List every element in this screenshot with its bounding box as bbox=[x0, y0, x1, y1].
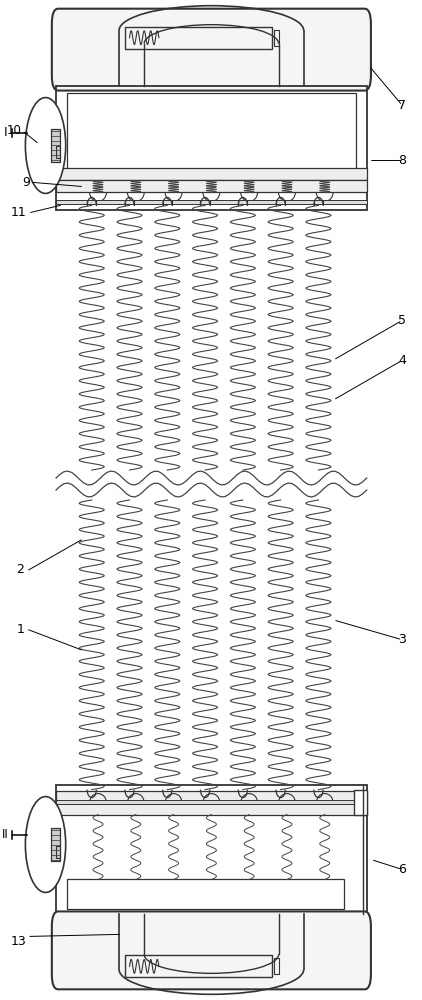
FancyBboxPatch shape bbox=[52, 9, 371, 91]
Bar bbox=[56, 180, 367, 192]
Text: 8: 8 bbox=[398, 154, 406, 167]
Text: 10: 10 bbox=[7, 124, 22, 137]
Bar bbox=[56, 200, 367, 204]
Bar bbox=[56, 846, 60, 858]
Bar bbox=[67, 879, 344, 909]
Text: 1: 1 bbox=[16, 623, 24, 636]
FancyBboxPatch shape bbox=[52, 911, 371, 989]
Bar bbox=[354, 790, 367, 815]
Bar bbox=[125, 955, 272, 977]
Circle shape bbox=[25, 797, 66, 892]
Bar bbox=[51, 129, 60, 162]
Bar bbox=[56, 791, 367, 803]
Text: 9: 9 bbox=[23, 176, 30, 189]
Text: 13: 13 bbox=[11, 935, 26, 948]
Text: 3: 3 bbox=[398, 633, 406, 646]
Circle shape bbox=[25, 98, 66, 193]
Bar bbox=[56, 803, 367, 815]
Text: 4: 4 bbox=[398, 354, 406, 367]
Bar bbox=[273, 958, 279, 974]
Bar bbox=[67, 93, 356, 172]
Bar bbox=[56, 86, 367, 210]
Text: 2: 2 bbox=[16, 563, 24, 576]
Bar bbox=[56, 785, 367, 914]
Bar bbox=[273, 30, 279, 46]
Bar bbox=[56, 800, 367, 804]
Bar bbox=[56, 168, 367, 180]
Text: 7: 7 bbox=[398, 99, 406, 112]
Text: I: I bbox=[4, 126, 8, 139]
Bar bbox=[51, 828, 60, 861]
Text: 5: 5 bbox=[398, 314, 406, 327]
Bar bbox=[56, 146, 60, 158]
Text: 6: 6 bbox=[398, 863, 406, 876]
Text: 11: 11 bbox=[11, 206, 26, 219]
Text: II: II bbox=[1, 828, 8, 841]
Bar bbox=[125, 27, 272, 49]
